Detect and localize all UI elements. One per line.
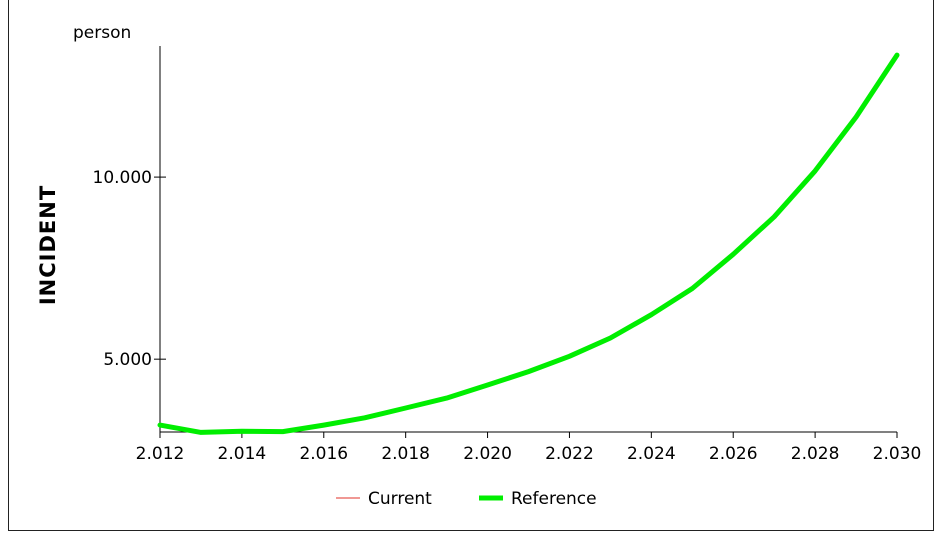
x-tick-label: 2.016	[299, 444, 348, 464]
x-tick-label: 2.014	[218, 444, 267, 464]
x-tick-label: 2.028	[791, 444, 840, 464]
y-tick-label: 5.000	[103, 350, 152, 370]
x-ticks: 2.012 2.014 2.016 2.018 2.020 2.022 2.024 2.026…	[136, 432, 922, 464]
series-line-current	[159, 54, 898, 433]
legend-label-reference: Reference	[511, 489, 597, 509]
series-lines	[157, 52, 900, 435]
x-tick-label: 2.024	[627, 444, 676, 464]
chart-svg: 2.012 2.014 2.016 2.018 2.020 2.022 2.024 2.026…	[36, 23, 922, 509]
series-line-reference	[157, 52, 900, 435]
y-axis-title: INCIDENT	[36, 185, 60, 305]
x-tick-label: 2.026	[709, 444, 758, 464]
legend-label-current: Current	[368, 489, 432, 509]
x-tick-label: 2.022	[545, 444, 594, 464]
x-tick-label: 2.018	[381, 444, 430, 464]
legend: Current Reference	[336, 489, 597, 509]
chart-frame: 2.012 2.014 2.016 2.018 2.020 2.022 2.024 2.026…	[8, 0, 934, 531]
x-tick-label: 2.030	[873, 444, 922, 464]
y-unit-label: person	[73, 23, 131, 43]
x-tick-label: 2.020	[463, 444, 512, 464]
y-tick-label: 10.000	[93, 168, 152, 188]
y-ticks: 5.000 10.000	[93, 168, 166, 370]
x-tick-label: 2.012	[136, 444, 185, 464]
